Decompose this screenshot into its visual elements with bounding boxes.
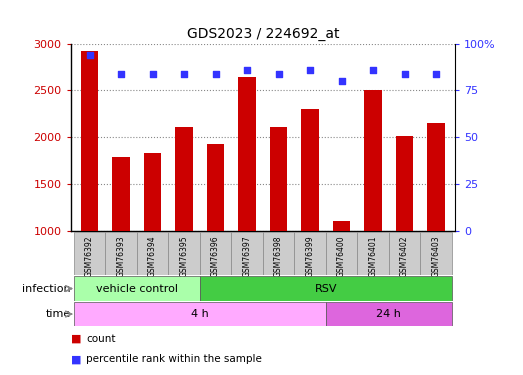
Text: GSM76402: GSM76402 bbox=[400, 236, 409, 277]
Text: ■: ■ bbox=[71, 354, 81, 364]
Text: GSM76398: GSM76398 bbox=[274, 236, 283, 277]
Bar bbox=[231, 232, 263, 275]
Bar bbox=[326, 232, 357, 275]
Point bbox=[275, 70, 283, 76]
Text: RSV: RSV bbox=[314, 284, 337, 294]
Bar bbox=[365, 90, 382, 325]
Text: GSM76399: GSM76399 bbox=[305, 236, 314, 277]
Bar bbox=[175, 127, 192, 325]
Bar bbox=[427, 123, 445, 325]
Point bbox=[180, 70, 188, 76]
Bar bbox=[238, 77, 256, 325]
Point bbox=[211, 70, 220, 76]
Bar bbox=[105, 232, 137, 275]
Bar bbox=[301, 109, 319, 325]
Text: vehicle control: vehicle control bbox=[96, 284, 178, 294]
Bar bbox=[270, 127, 287, 325]
Text: count: count bbox=[86, 334, 116, 344]
Bar bbox=[396, 136, 413, 325]
Bar bbox=[294, 232, 326, 275]
Bar bbox=[326, 302, 452, 326]
Text: GSM76393: GSM76393 bbox=[117, 236, 126, 277]
Text: GSM76392: GSM76392 bbox=[85, 236, 94, 277]
Text: 24 h: 24 h bbox=[377, 309, 401, 319]
Bar bbox=[81, 51, 98, 325]
Text: GSM76400: GSM76400 bbox=[337, 236, 346, 277]
Bar bbox=[263, 232, 294, 275]
Title: GDS2023 / 224692_at: GDS2023 / 224692_at bbox=[187, 27, 339, 41]
Point bbox=[337, 78, 346, 84]
Text: ■: ■ bbox=[71, 334, 81, 344]
Bar bbox=[357, 232, 389, 275]
Text: GSM76401: GSM76401 bbox=[369, 236, 378, 277]
Text: time: time bbox=[46, 309, 71, 319]
Bar bbox=[137, 232, 168, 275]
Bar bbox=[333, 220, 350, 325]
Bar bbox=[74, 302, 326, 326]
Bar bbox=[420, 232, 452, 275]
Bar bbox=[200, 232, 231, 275]
Point bbox=[117, 70, 125, 76]
Bar bbox=[112, 157, 130, 325]
Text: GSM76394: GSM76394 bbox=[148, 236, 157, 277]
Point bbox=[432, 70, 440, 76]
Point bbox=[401, 70, 409, 76]
Point bbox=[149, 70, 157, 76]
Point bbox=[85, 52, 94, 58]
Point bbox=[306, 67, 314, 73]
Bar bbox=[168, 232, 200, 275]
Bar bbox=[74, 276, 200, 301]
Text: GSM76396: GSM76396 bbox=[211, 236, 220, 277]
Text: infection: infection bbox=[22, 284, 71, 294]
Text: GSM76395: GSM76395 bbox=[179, 236, 188, 277]
Text: GSM76397: GSM76397 bbox=[243, 236, 252, 277]
Text: GSM76403: GSM76403 bbox=[431, 236, 440, 277]
Point bbox=[243, 67, 251, 73]
Bar bbox=[389, 232, 420, 275]
Point bbox=[369, 67, 377, 73]
Text: 4 h: 4 h bbox=[191, 309, 209, 319]
Bar bbox=[207, 144, 224, 325]
Text: percentile rank within the sample: percentile rank within the sample bbox=[86, 354, 262, 364]
Bar bbox=[200, 276, 452, 301]
Bar bbox=[144, 153, 161, 325]
Bar bbox=[74, 232, 105, 275]
